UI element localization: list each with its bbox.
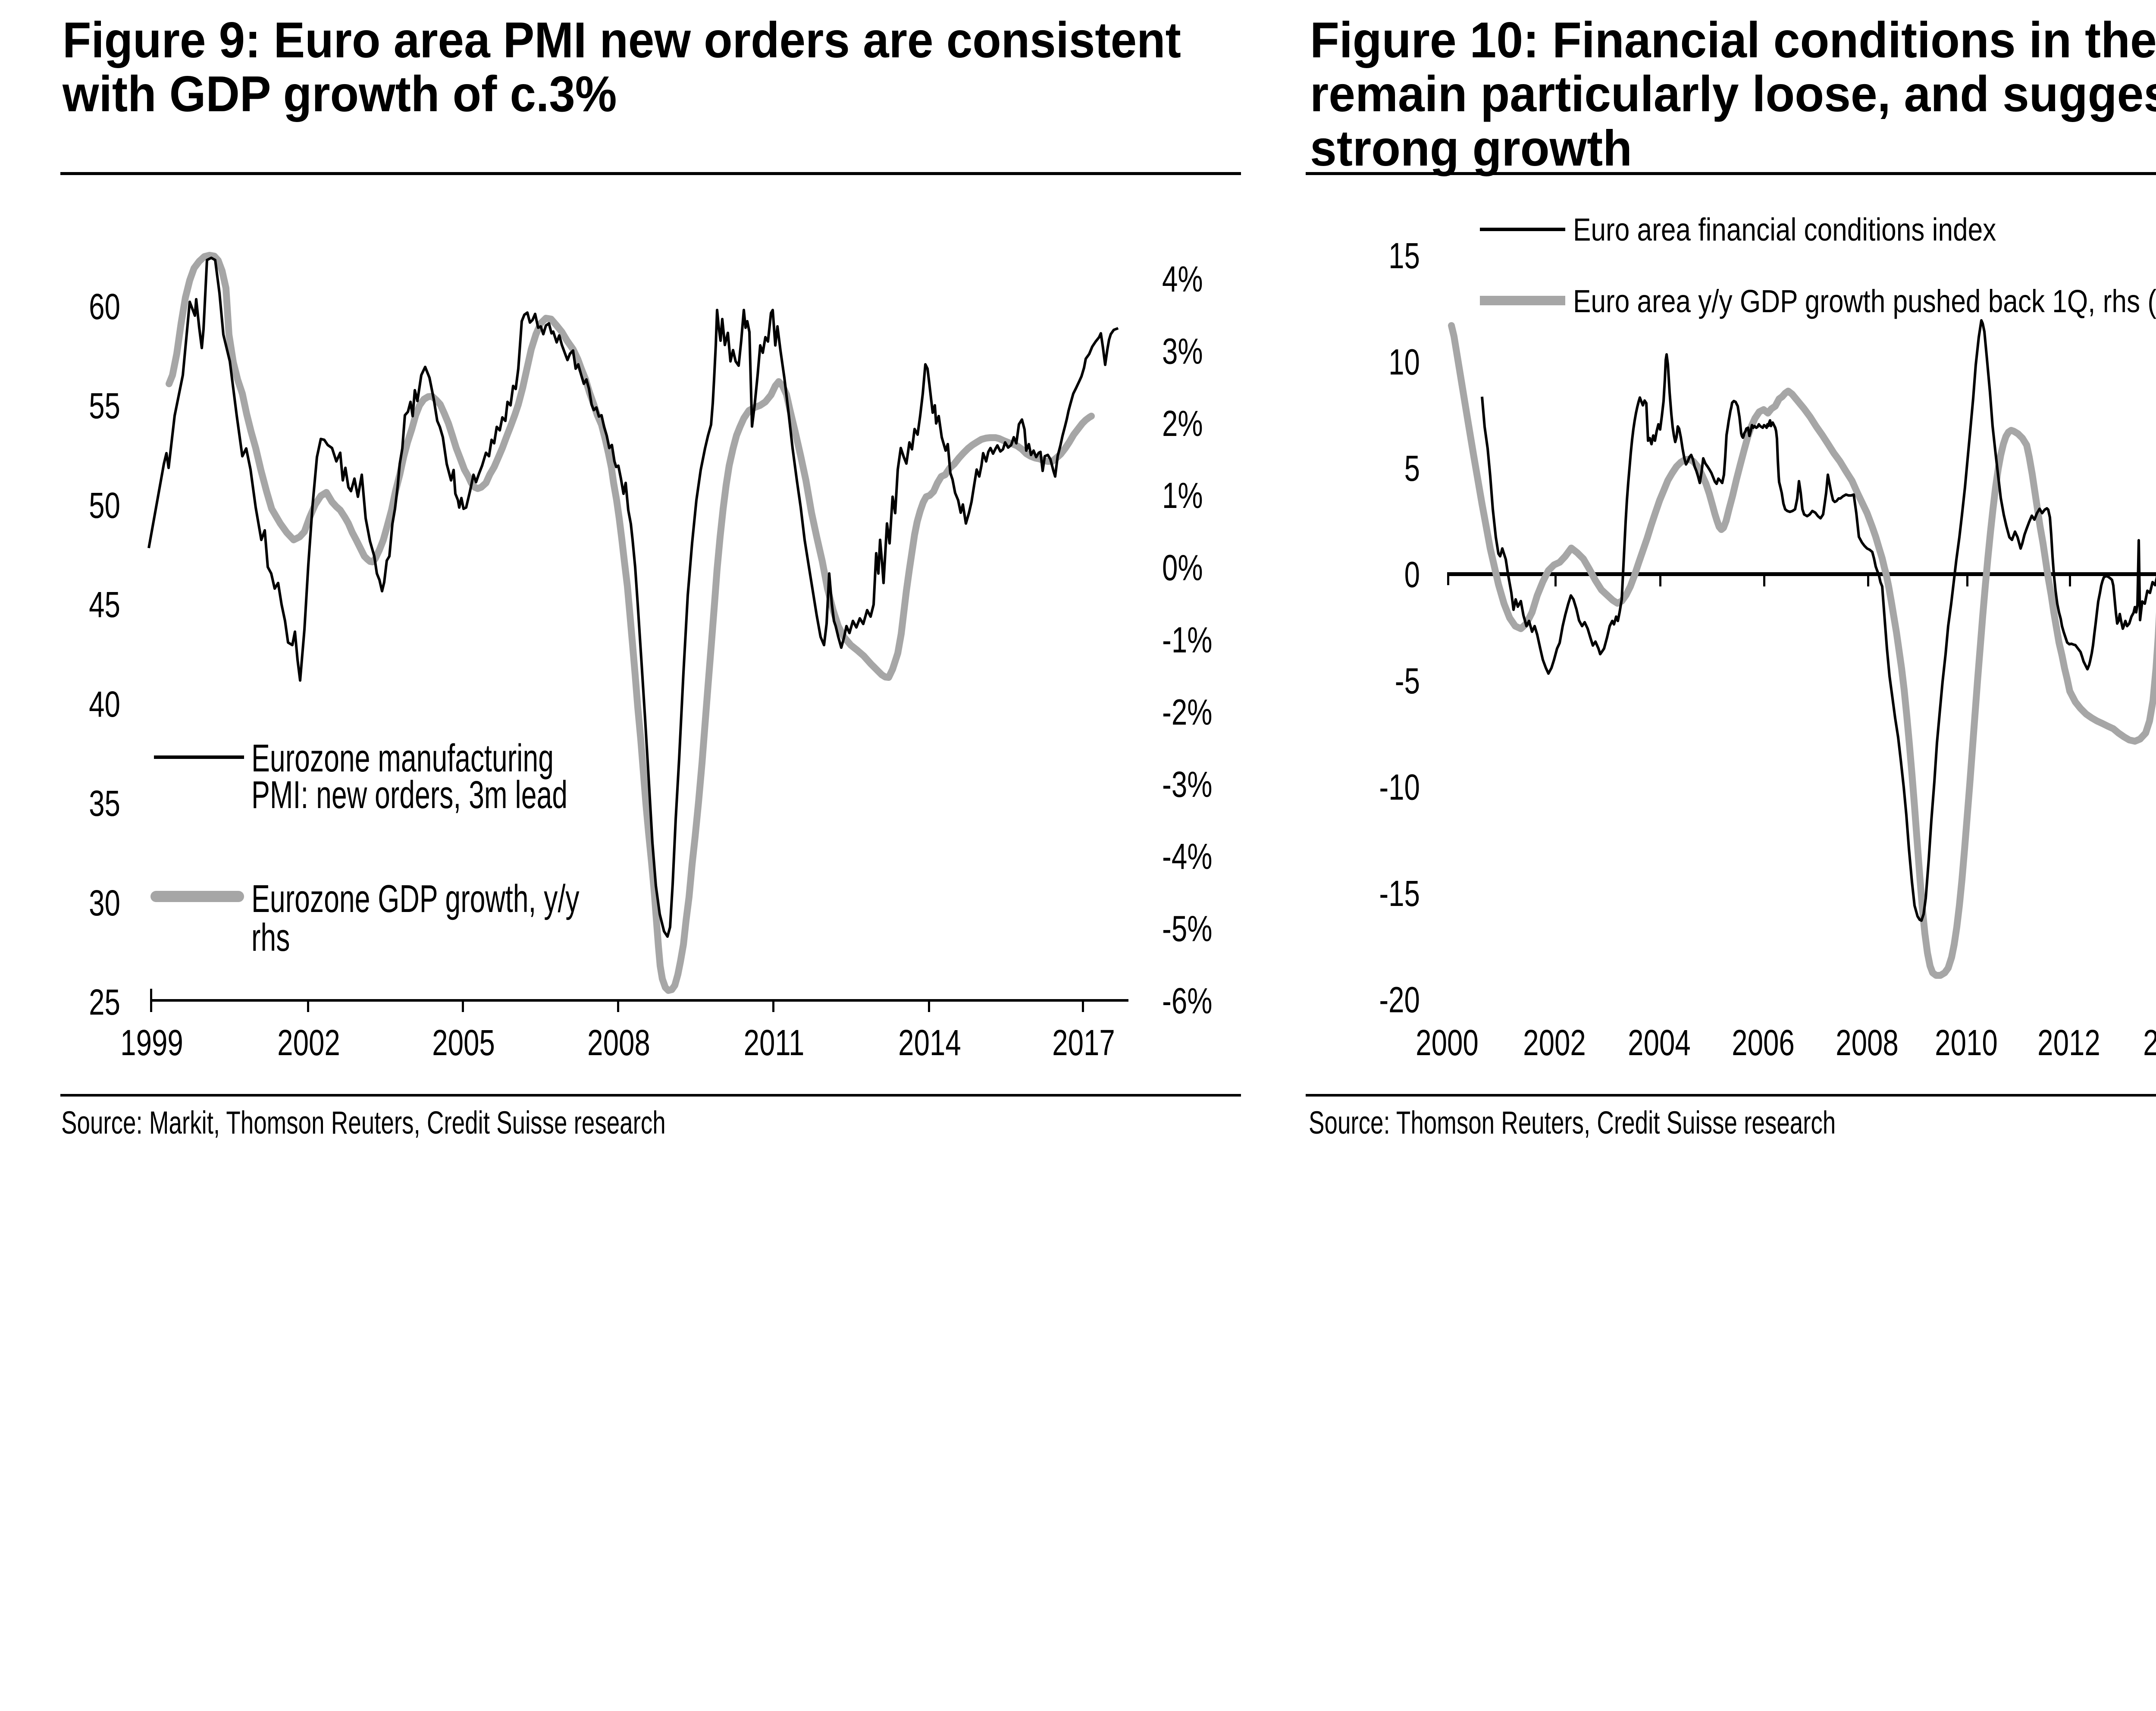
svg-text:-4%: -4% [1162, 836, 1212, 877]
svg-text:30: 30 [89, 883, 120, 923]
svg-text:55: 55 [89, 385, 120, 426]
svg-text:Euro area y/y GDP growth pushe: Euro area y/y GDP growth pushed back 1Q,… [1573, 284, 2156, 319]
svg-text:40: 40 [89, 684, 120, 724]
svg-text:2002: 2002 [277, 1022, 340, 1063]
svg-text:Eurozone manufacturing: Eurozone manufacturing [251, 736, 554, 780]
svg-text:Source: Thomson Reuters, Credi: Source: Thomson Reuters, Credit Suisse r… [1309, 1105, 1836, 1141]
svg-text:Euro area financial conditions: Euro area financial conditions index [1573, 212, 1996, 248]
svg-text:with GDP growth of c.3%: with GDP growth of c.3% [62, 66, 617, 122]
svg-text:2017: 2017 [1052, 1022, 1115, 1063]
svg-text:-5: -5 [1395, 661, 1420, 701]
svg-text:-1%: -1% [1162, 620, 1212, 660]
svg-text:Figure 9: Euro area PMI new or: Figure 9: Euro area PMI new orders are c… [63, 12, 1181, 68]
svg-text:4%: 4% [1162, 259, 1203, 299]
svg-text:Figure 10: Financial condition: Figure 10: Financial conditions in the e… [1310, 12, 2156, 68]
svg-text:2008: 2008 [1836, 1022, 1899, 1063]
svg-text:35: 35 [89, 783, 120, 824]
svg-text:-6%: -6% [1162, 981, 1212, 1021]
svg-text:2012: 2012 [2037, 1022, 2100, 1063]
svg-text:2008: 2008 [587, 1022, 650, 1063]
svg-text:2006: 2006 [1732, 1022, 1795, 1063]
svg-text:-3%: -3% [1162, 764, 1212, 805]
svg-text:2002: 2002 [1523, 1022, 1586, 1063]
svg-text:60: 60 [89, 286, 120, 327]
svg-text:3%: 3% [1162, 331, 1203, 372]
svg-text:2014: 2014 [898, 1022, 961, 1063]
svg-text:2000: 2000 [1416, 1022, 1479, 1063]
svg-text:0: 0 [1404, 555, 1420, 595]
svg-text:0%: 0% [1162, 548, 1203, 588]
svg-text:rhs: rhs [251, 915, 290, 959]
svg-text:1%: 1% [1162, 475, 1203, 516]
svg-text:25: 25 [89, 982, 120, 1022]
svg-text:-5%: -5% [1162, 909, 1212, 949]
svg-text:2011: 2011 [744, 1022, 805, 1063]
svg-text:45: 45 [89, 584, 120, 625]
svg-text:1999: 1999 [120, 1022, 183, 1063]
svg-text:15: 15 [1388, 235, 1420, 276]
svg-text:10: 10 [1388, 342, 1420, 382]
svg-text:strong growth: strong growth [1310, 120, 1632, 176]
svg-text:5: 5 [1404, 448, 1420, 489]
svg-text:2004: 2004 [1628, 1022, 1691, 1063]
svg-text:-15: -15 [1379, 873, 1420, 914]
svg-text:-20: -20 [1379, 980, 1420, 1020]
svg-text:2005: 2005 [432, 1022, 495, 1063]
svg-text:2%: 2% [1162, 403, 1203, 444]
svg-text:2010: 2010 [1935, 1022, 1998, 1063]
svg-text:-2%: -2% [1162, 692, 1212, 733]
svg-text:-10: -10 [1379, 767, 1420, 808]
svg-text:50: 50 [89, 485, 120, 526]
svg-text:PMI: new orders, 3m lead: PMI: new orders, 3m lead [251, 773, 567, 816]
svg-text:Eurozone GDP growth, y/y: Eurozone GDP growth, y/y [251, 877, 580, 920]
svg-text:Source: Markit, Thomson Reuter: Source: Markit, Thomson Reuters, Credit … [61, 1105, 666, 1141]
svg-text:2014: 2014 [2143, 1022, 2156, 1063]
